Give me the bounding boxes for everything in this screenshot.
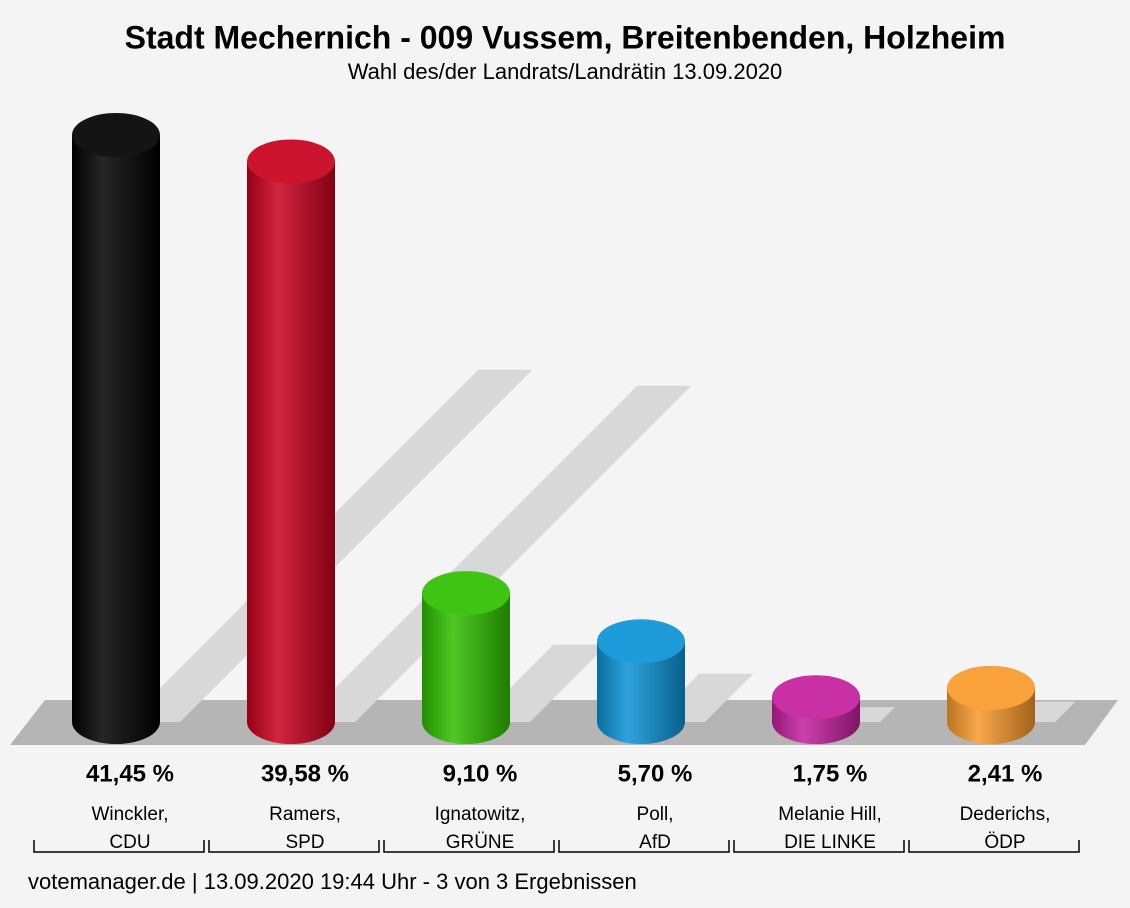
bar — [772, 675, 860, 744]
category-bracket — [908, 840, 1080, 853]
category-label: Dederichs, ÖDP — [960, 804, 1051, 853]
bar-shadow — [301, 385, 692, 722]
value-label: 1,75 % — [793, 760, 868, 787]
bar — [597, 619, 685, 744]
bar-top — [422, 571, 510, 616]
bar — [72, 113, 160, 744]
category-label: Ignatowitz, GRÜNE — [435, 804, 526, 853]
value-label: 9,10 % — [443, 760, 518, 787]
category-label: Ramers, SPD — [269, 804, 341, 853]
category-label: Winckler, CDU — [91, 804, 168, 853]
category-bracket — [208, 840, 380, 853]
bar — [947, 665, 1035, 744]
value-label: 41,45 % — [86, 760, 174, 787]
category-label: Poll, AfD — [637, 804, 674, 853]
chart-title: Stadt Mechernich - 009 Vussem, Breitenbe… — [125, 19, 1006, 55]
bar-top — [72, 113, 160, 157]
footer: votemanager.de | 13.09.2020 19:44 Uhr - … — [28, 869, 637, 894]
category-bracket — [733, 840, 905, 853]
bar-top — [772, 675, 860, 720]
value-label: 2,41 % — [968, 760, 1043, 787]
value-label: 5,70 % — [618, 760, 693, 787]
chart-subtitle: Wahl des/der Landrats/Landrätin 13.09.20… — [348, 59, 783, 84]
category-bracket — [383, 840, 555, 853]
bar-top — [597, 619, 685, 664]
bar-top — [947, 665, 1035, 710]
bar-body — [72, 135, 160, 722]
value-label: 39,58 % — [261, 760, 349, 787]
category-bracket — [33, 840, 205, 853]
bar-top — [247, 139, 335, 184]
bar — [247, 139, 335, 744]
bar-body — [247, 161, 335, 722]
bar — [422, 571, 510, 744]
category-bracket — [558, 840, 730, 853]
category-label: Melanie Hill, DIE LINKE — [778, 804, 881, 853]
